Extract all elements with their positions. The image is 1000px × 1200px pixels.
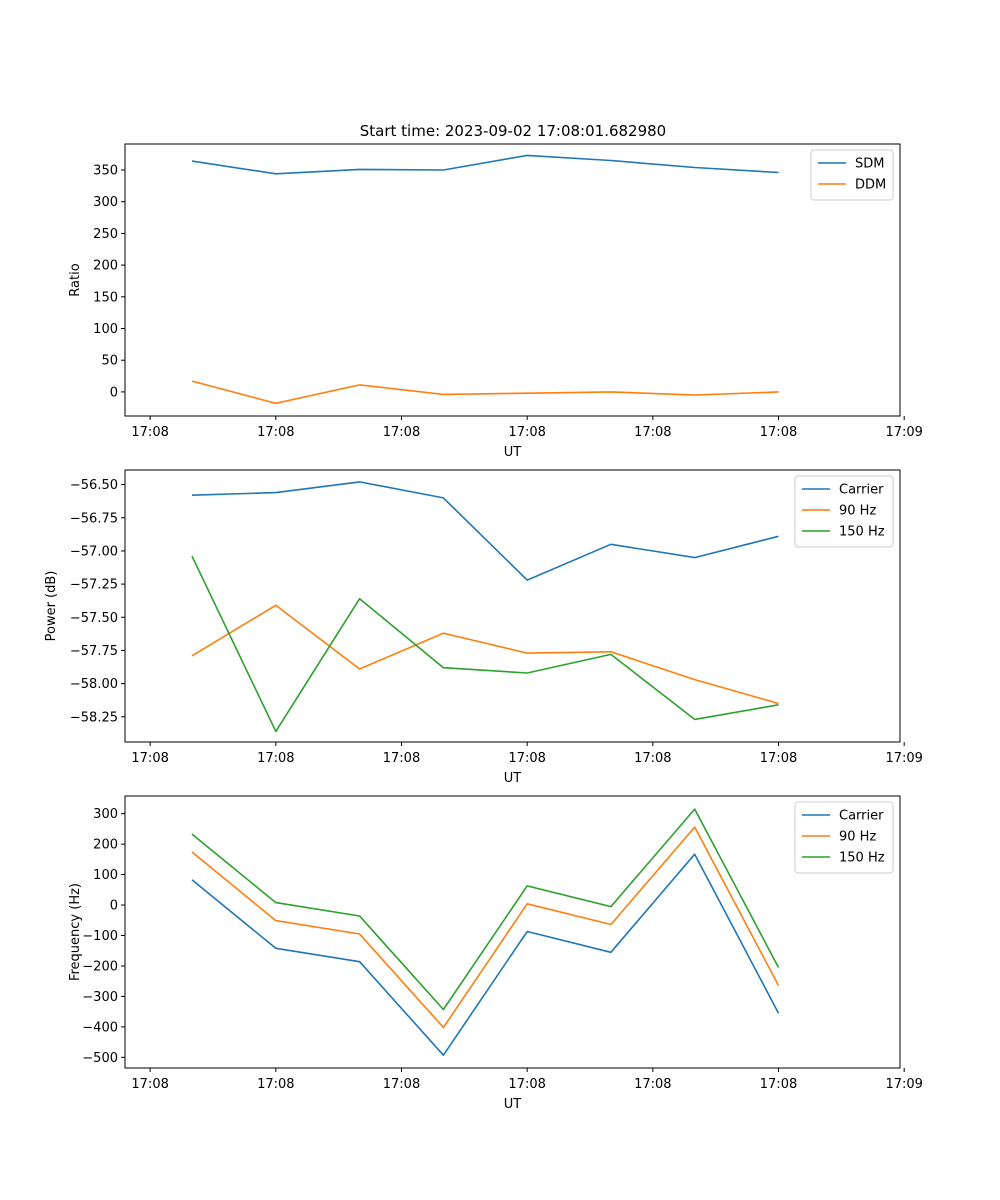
x-tick-label: 17:08 [634, 425, 671, 440]
y-tick-label: −300 [82, 990, 118, 1005]
panel-3: 17:08 17:08 17:08 17:08 17:08 17:08 17:09 −500 −… [68, 795, 923, 1112]
axes-frame [124, 143, 901, 417]
y-tick-label: 100 [93, 868, 118, 883]
y-tick-label: 0 [110, 385, 118, 400]
y-tick-label: −57.50 [70, 611, 118, 626]
legend-label: Carrier [839, 483, 884, 498]
series-line-carrier [191, 481, 779, 581]
x-tick-label: 17:08 [760, 751, 797, 766]
y-tick-label: 200 [93, 838, 118, 853]
y-tick-label: −58.25 [70, 710, 118, 725]
legend-label: 90 Hz [839, 830, 876, 845]
y-axis-label: Ratio [68, 263, 83, 296]
series-line-sdm [191, 154, 779, 175]
y-tick-label: −56.75 [70, 511, 118, 526]
figure-title: Start time: 2023-09-02 17:08:01.682980 [360, 122, 666, 140]
y-tick-label: −58.00 [70, 677, 118, 692]
y-tick-label: −500 [82, 1051, 118, 1066]
x-tick-label: 17:09 [885, 751, 922, 766]
series-line-150-hz [191, 555, 779, 733]
y-tick-label: −100 [82, 929, 118, 944]
legend-box [794, 801, 894, 874]
y-tick-label: 300 [93, 807, 118, 822]
y-tick-label: 350 [93, 163, 118, 178]
x-tick-label: 17:08 [131, 1077, 168, 1092]
y-tick-label: 50 [101, 354, 118, 369]
x-tick-label: 17:08 [383, 425, 420, 440]
legend-label: 150 Hz [839, 525, 885, 540]
x-tick-label: 17:08 [257, 751, 294, 766]
series-line-90-hz [191, 604, 779, 705]
y-tick-label: 200 [93, 259, 118, 274]
x-tick-label: 17:08 [257, 1077, 294, 1092]
x-tick-label: 17:08 [634, 751, 671, 766]
x-tick-label: 17:08 [760, 1077, 797, 1092]
x-tick-label: 17:09 [885, 425, 922, 440]
series-line-150-hz [191, 808, 780, 1011]
y-tick-label: 100 [93, 322, 118, 337]
x-tick-label: 17:08 [508, 425, 545, 440]
x-tick-label: 17:08 [634, 1077, 671, 1092]
legend-label: Carrier [839, 809, 884, 824]
x-tick-label: 17:08 [383, 1077, 420, 1092]
y-tick-label: −57.00 [70, 544, 118, 559]
y-tick-label: −200 [82, 959, 118, 974]
x-tick-label: 17:09 [885, 1077, 922, 1092]
y-tick-label: −57.75 [70, 644, 118, 659]
legend-label: 90 Hz [839, 504, 876, 519]
y-tick-label: 300 [93, 195, 118, 210]
y-tick-label: 0 [110, 899, 118, 914]
x-tick-label: 17:08 [508, 1077, 545, 1092]
series-line-90-hz [191, 826, 780, 1029]
x-tick-label: 17:08 [257, 425, 294, 440]
x-tick-label: 17:08 [383, 751, 420, 766]
panel-1: 17:08 17:08 17:08 17:08 17:08 17:08 17:09 0 50 10… [68, 143, 923, 460]
axes-frame [124, 469, 901, 743]
x-axis-label: UT [504, 1097, 522, 1112]
x-tick-label: 17:08 [508, 751, 545, 766]
x-axis-label: UT [504, 771, 522, 786]
y-tick-label: −56.50 [70, 478, 118, 493]
legend-label: 150 Hz [839, 851, 885, 866]
x-tick-label: 17:08 [131, 751, 168, 766]
series-line-ddm [191, 380, 779, 405]
y-tick-label: 150 [93, 290, 118, 305]
series-line-carrier [191, 853, 780, 1056]
y-axis-label: Power (dB) [44, 571, 59, 642]
y-tick-label: −57.25 [70, 578, 118, 593]
panel-2: 17:08 17:08 17:08 17:08 17:08 17:08 17:09 −58.2… [44, 469, 923, 786]
legend-box [794, 475, 894, 548]
y-tick-label: 250 [93, 227, 118, 242]
axes-frame [124, 795, 901, 1069]
x-axis-label: UT [504, 445, 522, 460]
y-axis-label: Frequency (Hz) [68, 883, 83, 981]
legend-label: SDM [855, 157, 884, 172]
x-tick-label: 17:08 [131, 425, 168, 440]
legend-label: DDM [855, 178, 886, 193]
y-tick-label: −400 [82, 1020, 118, 1035]
x-tick-label: 17:08 [760, 425, 797, 440]
